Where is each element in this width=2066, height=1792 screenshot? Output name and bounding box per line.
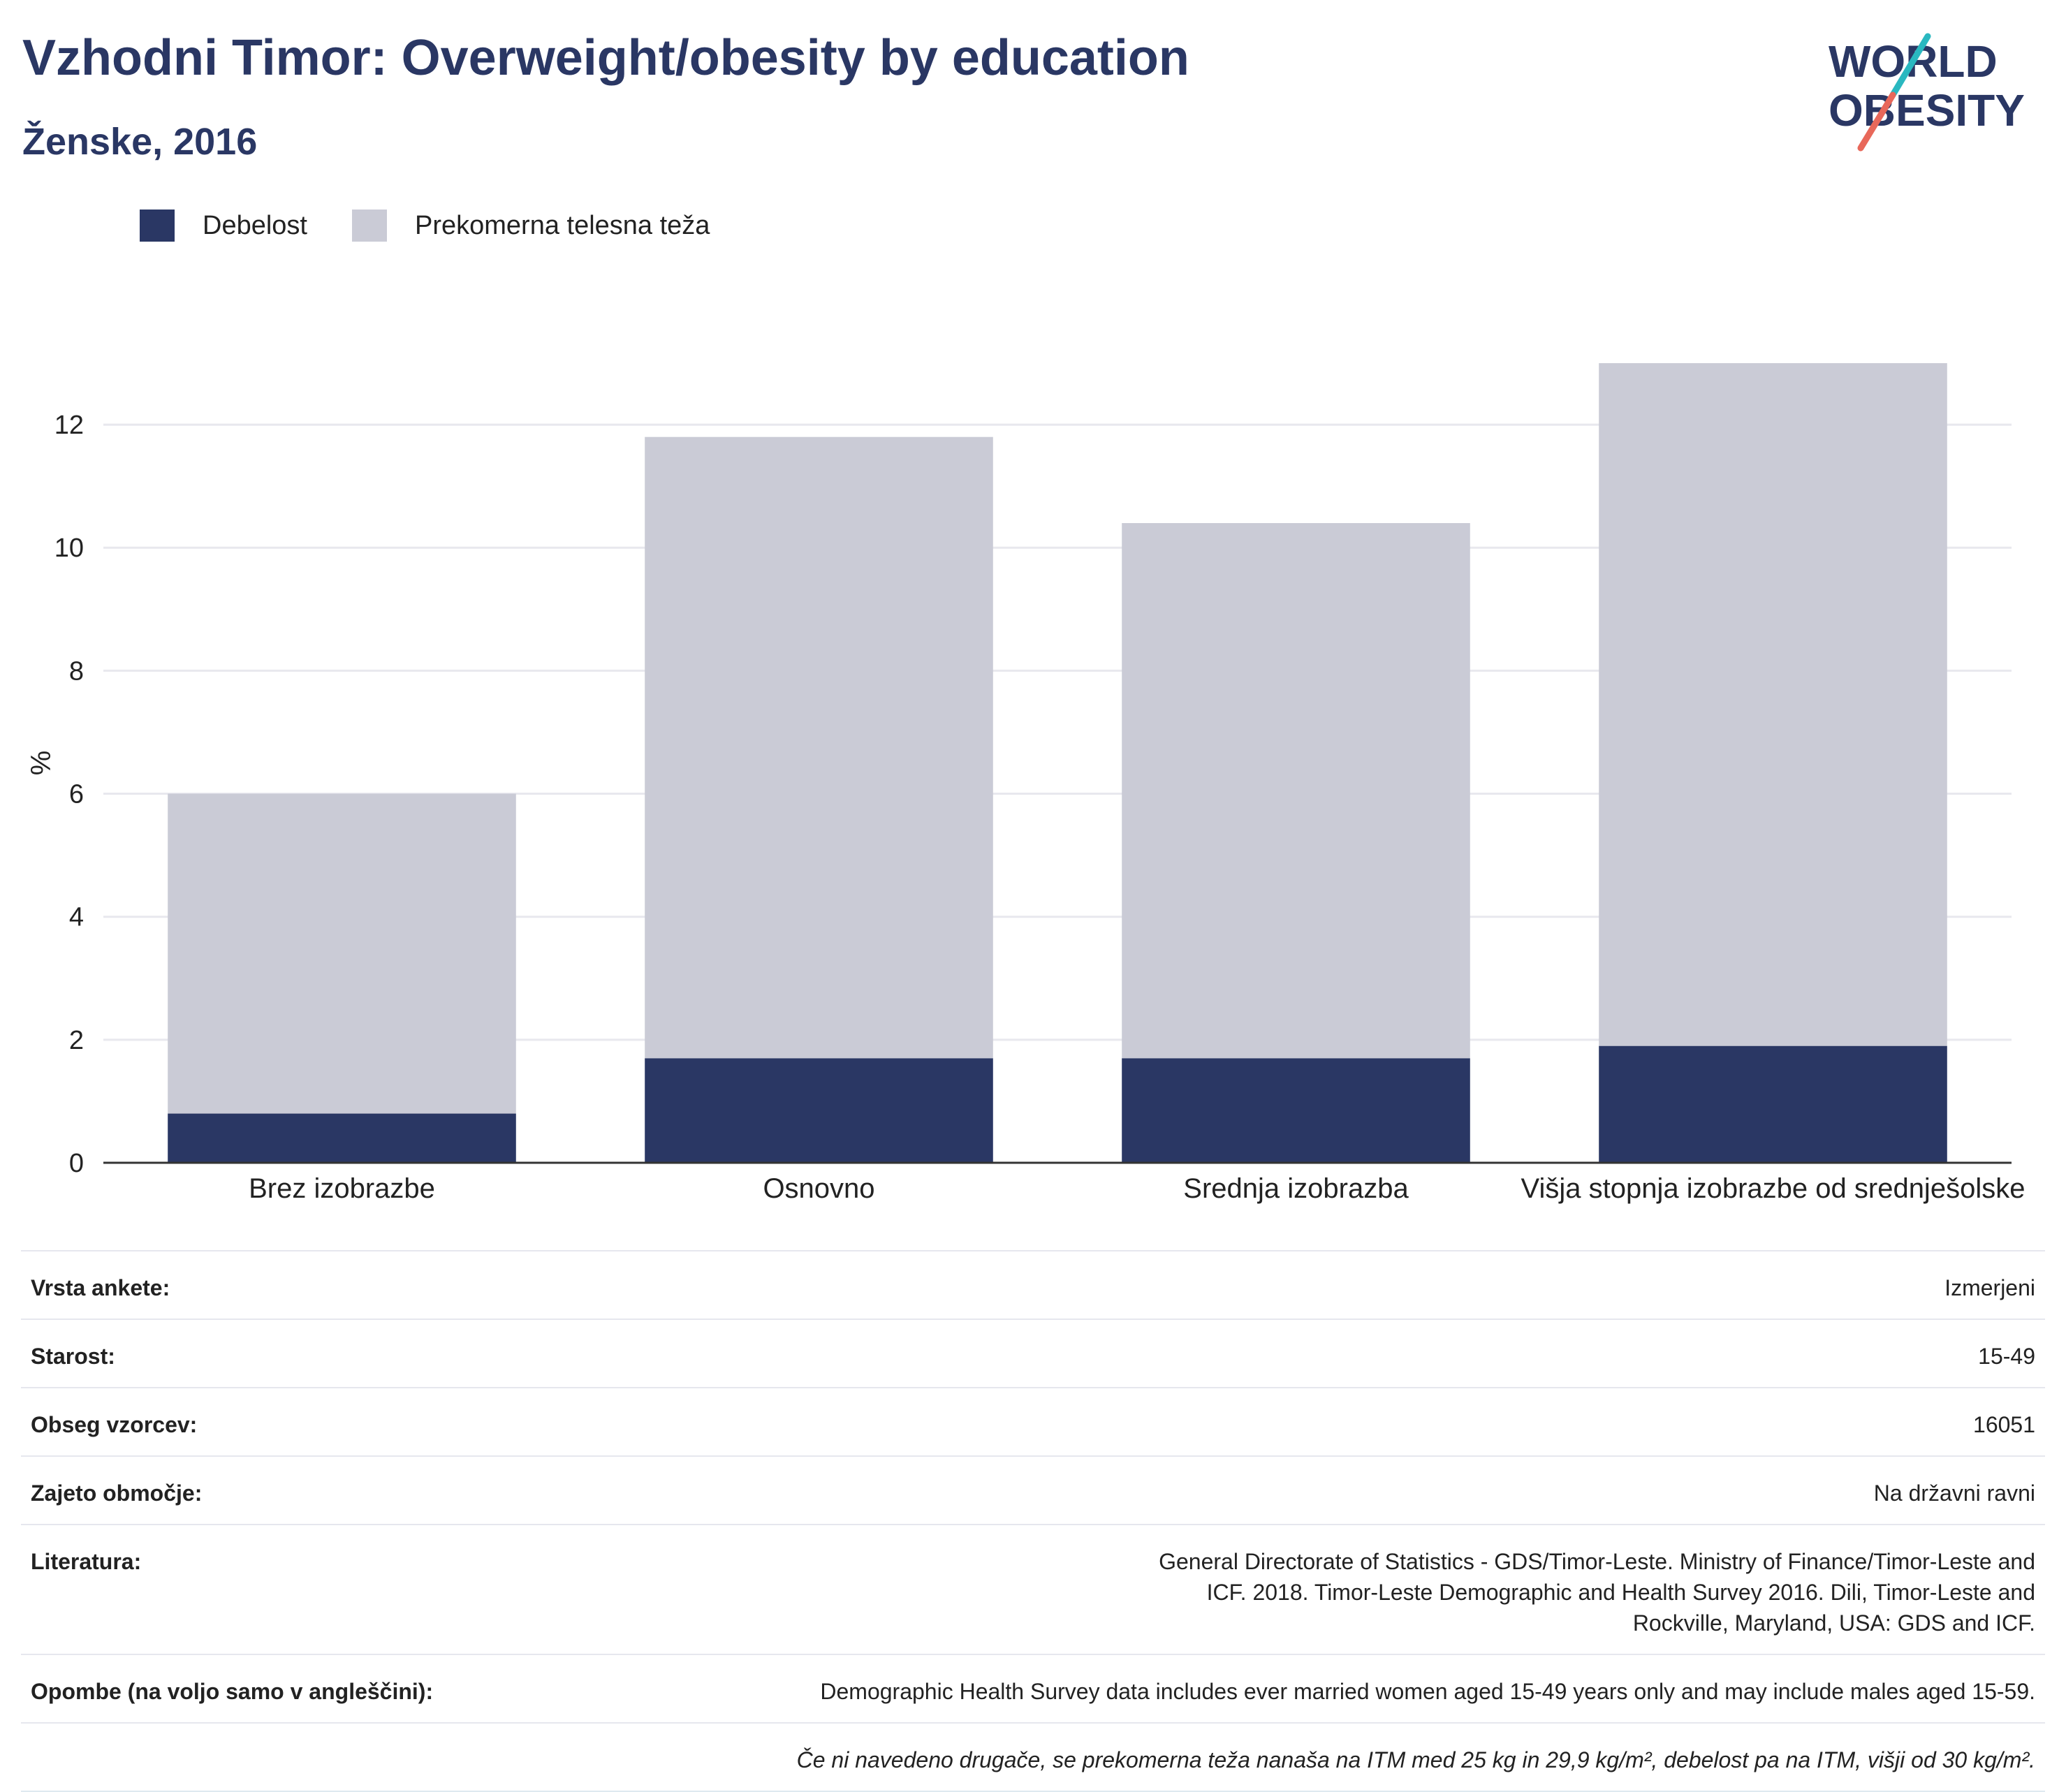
bar-overweight [168,793,516,1114]
legend-label-obesity: Debelost [203,210,307,240]
meta-value: Izmerjeni [543,1250,2045,1319]
bar-overweight [645,436,993,1059]
y-tick-label: 8 [69,656,84,686]
bar-obesity [645,1058,993,1163]
bar-overweight [1599,363,1947,1046]
y-axis-label: % [26,751,57,776]
y-tick-label: 12 [54,411,84,440]
chart-legend: Debelost Prekomerna telesna teža [140,210,754,242]
meta-label: Zajeto območje: [21,1455,543,1525]
chart-subtitle: Ženske, 2016 [22,121,258,163]
legend-label-overweight: Prekomerna telesna teža [414,210,710,240]
meta-value: General Directorate of Statistics - GDS/… [543,1524,2045,1654]
legend-item-obesity[interactable]: Debelost [140,210,307,242]
chart-title: Vzhodni Timor: Overweight/obesity by edu… [22,30,1189,86]
y-tick-label: 2 [69,1026,84,1055]
meta-value: 16051 [543,1387,2045,1456]
bar-obesity [1122,1058,1470,1163]
stacked-bar-chart: 0 2 4 6 8 10 12% Brez izobrazbe Osnovno Srednja i… [26,363,2025,1204]
y-tick-label: 6 [69,780,84,809]
bar-obesity [168,1113,516,1163]
meta-row: Vrsta ankete: Izmerjeni [21,1250,2045,1319]
x-tick-label: Osnovno [763,1173,874,1204]
y-tick-label: 0 [69,1149,84,1178]
meta-value: 15-49 [543,1319,2045,1388]
meta-label: Opombe (na voljo samo v angleščini): [21,1654,543,1723]
logo-slash-coral [1857,91,1896,152]
meta-label: Starost: [21,1319,543,1388]
meta-row: Zajeto območje: Na državni ravni [21,1455,2045,1525]
logo-slash-teal [1889,33,1931,98]
x-tick-label: Višja stopnja izobrazbe od srednješolske [1521,1173,2025,1204]
meta-value: Na državni ravni [543,1455,2045,1525]
meta-value: Demographic Health Survey data includes … [543,1654,2045,1723]
meta-label: Vrsta ankete: [21,1250,543,1319]
world-obesity-logo: WORLD OBESITY [1829,33,2025,152]
x-tick-label: Srednja izobrazba [1183,1173,1409,1204]
footnote-text: Če ni navedeno drugače, se prekomerna te… [543,1722,2045,1792]
meta-row: Starost: 15-49 [21,1319,2045,1388]
footnote-spacer [21,1722,543,1792]
bar-obesity [1599,1045,1947,1163]
y-tick-label: 10 [54,534,84,563]
x-tick-label: Brez izobrazbe [249,1173,435,1204]
meta-row: Literatura: General Directorate of Stati… [21,1524,2045,1654]
logo-line2: OBESITY [1829,85,2025,135]
legend-swatch-overweight [351,210,387,242]
survey-info-table: Vrsta ankete: Izmerjeni Starost: 15-49 O… [21,1250,2045,1792]
y-tick-label: 4 [69,903,84,932]
meta-label: Obseg vzorcev: [21,1387,543,1456]
meta-row: Opombe (na voljo samo v angleščini): Dem… [21,1654,2045,1723]
legend-swatch-obesity [140,210,175,242]
footnote-row: Če ni navedeno drugače, se prekomerna te… [21,1722,2045,1792]
meta-row: Obseg vzorcev: 16051 [21,1387,2045,1456]
bar-overweight [1122,523,1470,1059]
meta-label: Literatura: [21,1524,543,1654]
legend-item-overweight[interactable]: Prekomerna telesna teža [351,210,710,242]
